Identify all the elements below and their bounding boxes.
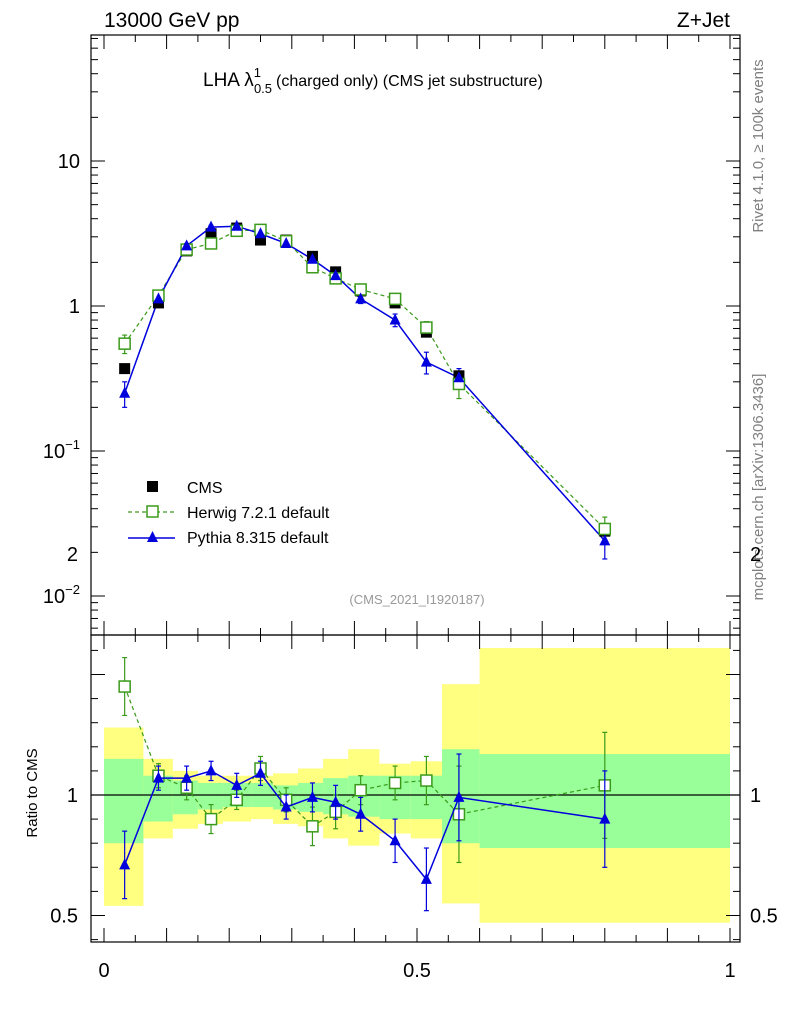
pythia-point [355,292,367,304]
legend-entry-pythia: Pythia 8.315 default [128,530,329,547]
herwig-point [204,237,218,250]
herwig-ratio-point [204,812,218,826]
pythia-point [420,355,432,367]
rivet-version-label: Rivet 4.1.0, ≥ 100k events [750,59,767,232]
mcplots-source-label: mcplots.cern.ch [arXiv:1306.3436] [750,374,767,601]
ratio-y-tick-label-right: 1 [750,785,761,807]
pythia-point [389,313,401,325]
cms-data-point [205,228,217,240]
pythia-point [280,236,292,248]
upper-axis-ticks [91,35,740,635]
legend-entry-cms: CMS [147,480,223,497]
header-process-label: Z+Jet [677,9,730,32]
cms-data-point [119,363,131,375]
ratio-panel-frame [90,634,741,943]
cms-data-point [255,234,266,246]
ratio-y-tick-label: 1 [67,785,78,807]
ratio-y-tick-label-right: 2 [750,544,761,566]
ratio-band-inner [104,758,144,844]
pythia-point [181,239,193,251]
pythia-point [119,386,131,398]
x-tick-label: 1 [724,960,735,982]
upper-series-layer [118,219,612,560]
pythia-ratio-point [389,834,401,846]
x-tick-label: 0.5 [403,960,431,982]
herwig-ratio-point [306,820,319,833]
herwig-ratio-point [354,783,367,797]
herwig-point [388,292,402,306]
pythia-ratio-point [205,764,217,776]
pythia-point [306,252,318,264]
upper-panel: 10 1 10−1 10−2 LHA λ1 0.5 (charged only) (CMS… [43,34,741,636]
pythia-ratio-point [420,872,432,884]
legend-marker-herwig [146,505,159,518]
pythia-ratio-point [255,766,266,778]
ratio-axis-label: Ratio to CMS [24,748,41,837]
legend-marker-pythia [147,531,158,542]
pythia-point [330,269,342,281]
pythia-ratio-point [306,790,318,802]
ratio-y-tick-label: 2 [67,544,78,566]
header-energy-label: 13000 GeV pp [104,9,239,32]
pythia-point [255,227,266,239]
upper-y-tick-label: 10−1 [43,437,80,463]
herwig-ratio-point [420,774,433,787]
pythia-ratio-point [231,778,243,790]
pythia-line [123,225,606,542]
pythia-ratio-point [181,771,193,783]
pythia-ratio-point [119,858,131,870]
pythia-ratio-point [599,812,611,824]
upper-axis-tick-labels: 10 1 10−1 10−2 [43,151,80,608]
x-axis-tick-labels: 0 0.5 1 [98,960,735,982]
herwig-point [118,337,131,350]
pythia-point [453,371,465,383]
pythia-ratio-point [280,800,292,812]
upper-y-tick-label: 1 [69,296,80,318]
legend-marker-cms [147,481,158,492]
upper-y-tick-label: 10 [58,151,80,173]
x-tick-label: 0 [98,960,109,982]
legend: CMS Herwig 7.2.1 default Pythia 8.315 de… [128,480,330,547]
herwig-point [598,522,612,536]
ratio-series-layer [118,657,612,912]
pythia-ratio-point [453,790,465,802]
legend-label-pythia: Pythia 8.315 default [187,530,329,547]
pythia-ratio-line [123,770,605,881]
legend-label-cms: CMS [187,480,223,497]
pythia-point [152,292,164,304]
pythia-point [205,220,217,232]
pythia-ratio-point [152,771,164,783]
herwig-ratio-point [388,776,402,790]
herwig-point [420,321,433,334]
ratio-y-tick-label-right: 0.5 [750,906,778,928]
legend-entry-herwig: Herwig 7.2.1 default [128,505,330,522]
legend-label-herwig: Herwig 7.2.1 default [187,505,330,522]
analysis-tag: (CMS_2021_I1920187) [349,592,484,607]
chart-title: LHA λ1 0.5 (charged only) (CMS jet substru… [203,65,543,96]
pythia-ratio-point [355,807,367,819]
ratio-uncertainty-bands [104,647,730,923]
pythia-ratio-point [330,795,342,807]
pythia-point [231,219,243,231]
ratio-y-tick-label: 0.5 [50,906,78,928]
upper-y-tick-label: 10−2 [43,582,80,608]
ratio-axis-ticks [91,635,740,942]
herwig-ratio-point [118,680,131,693]
pythia-point [599,534,611,546]
ratio-band-inner [197,782,223,810]
ratio-panel: 2 2 1 1 0.5 0.5 Ratio to CMS [24,544,778,943]
ratio-axis-tick-labels: 2 2 1 1 0.5 0.5 [50,544,778,928]
